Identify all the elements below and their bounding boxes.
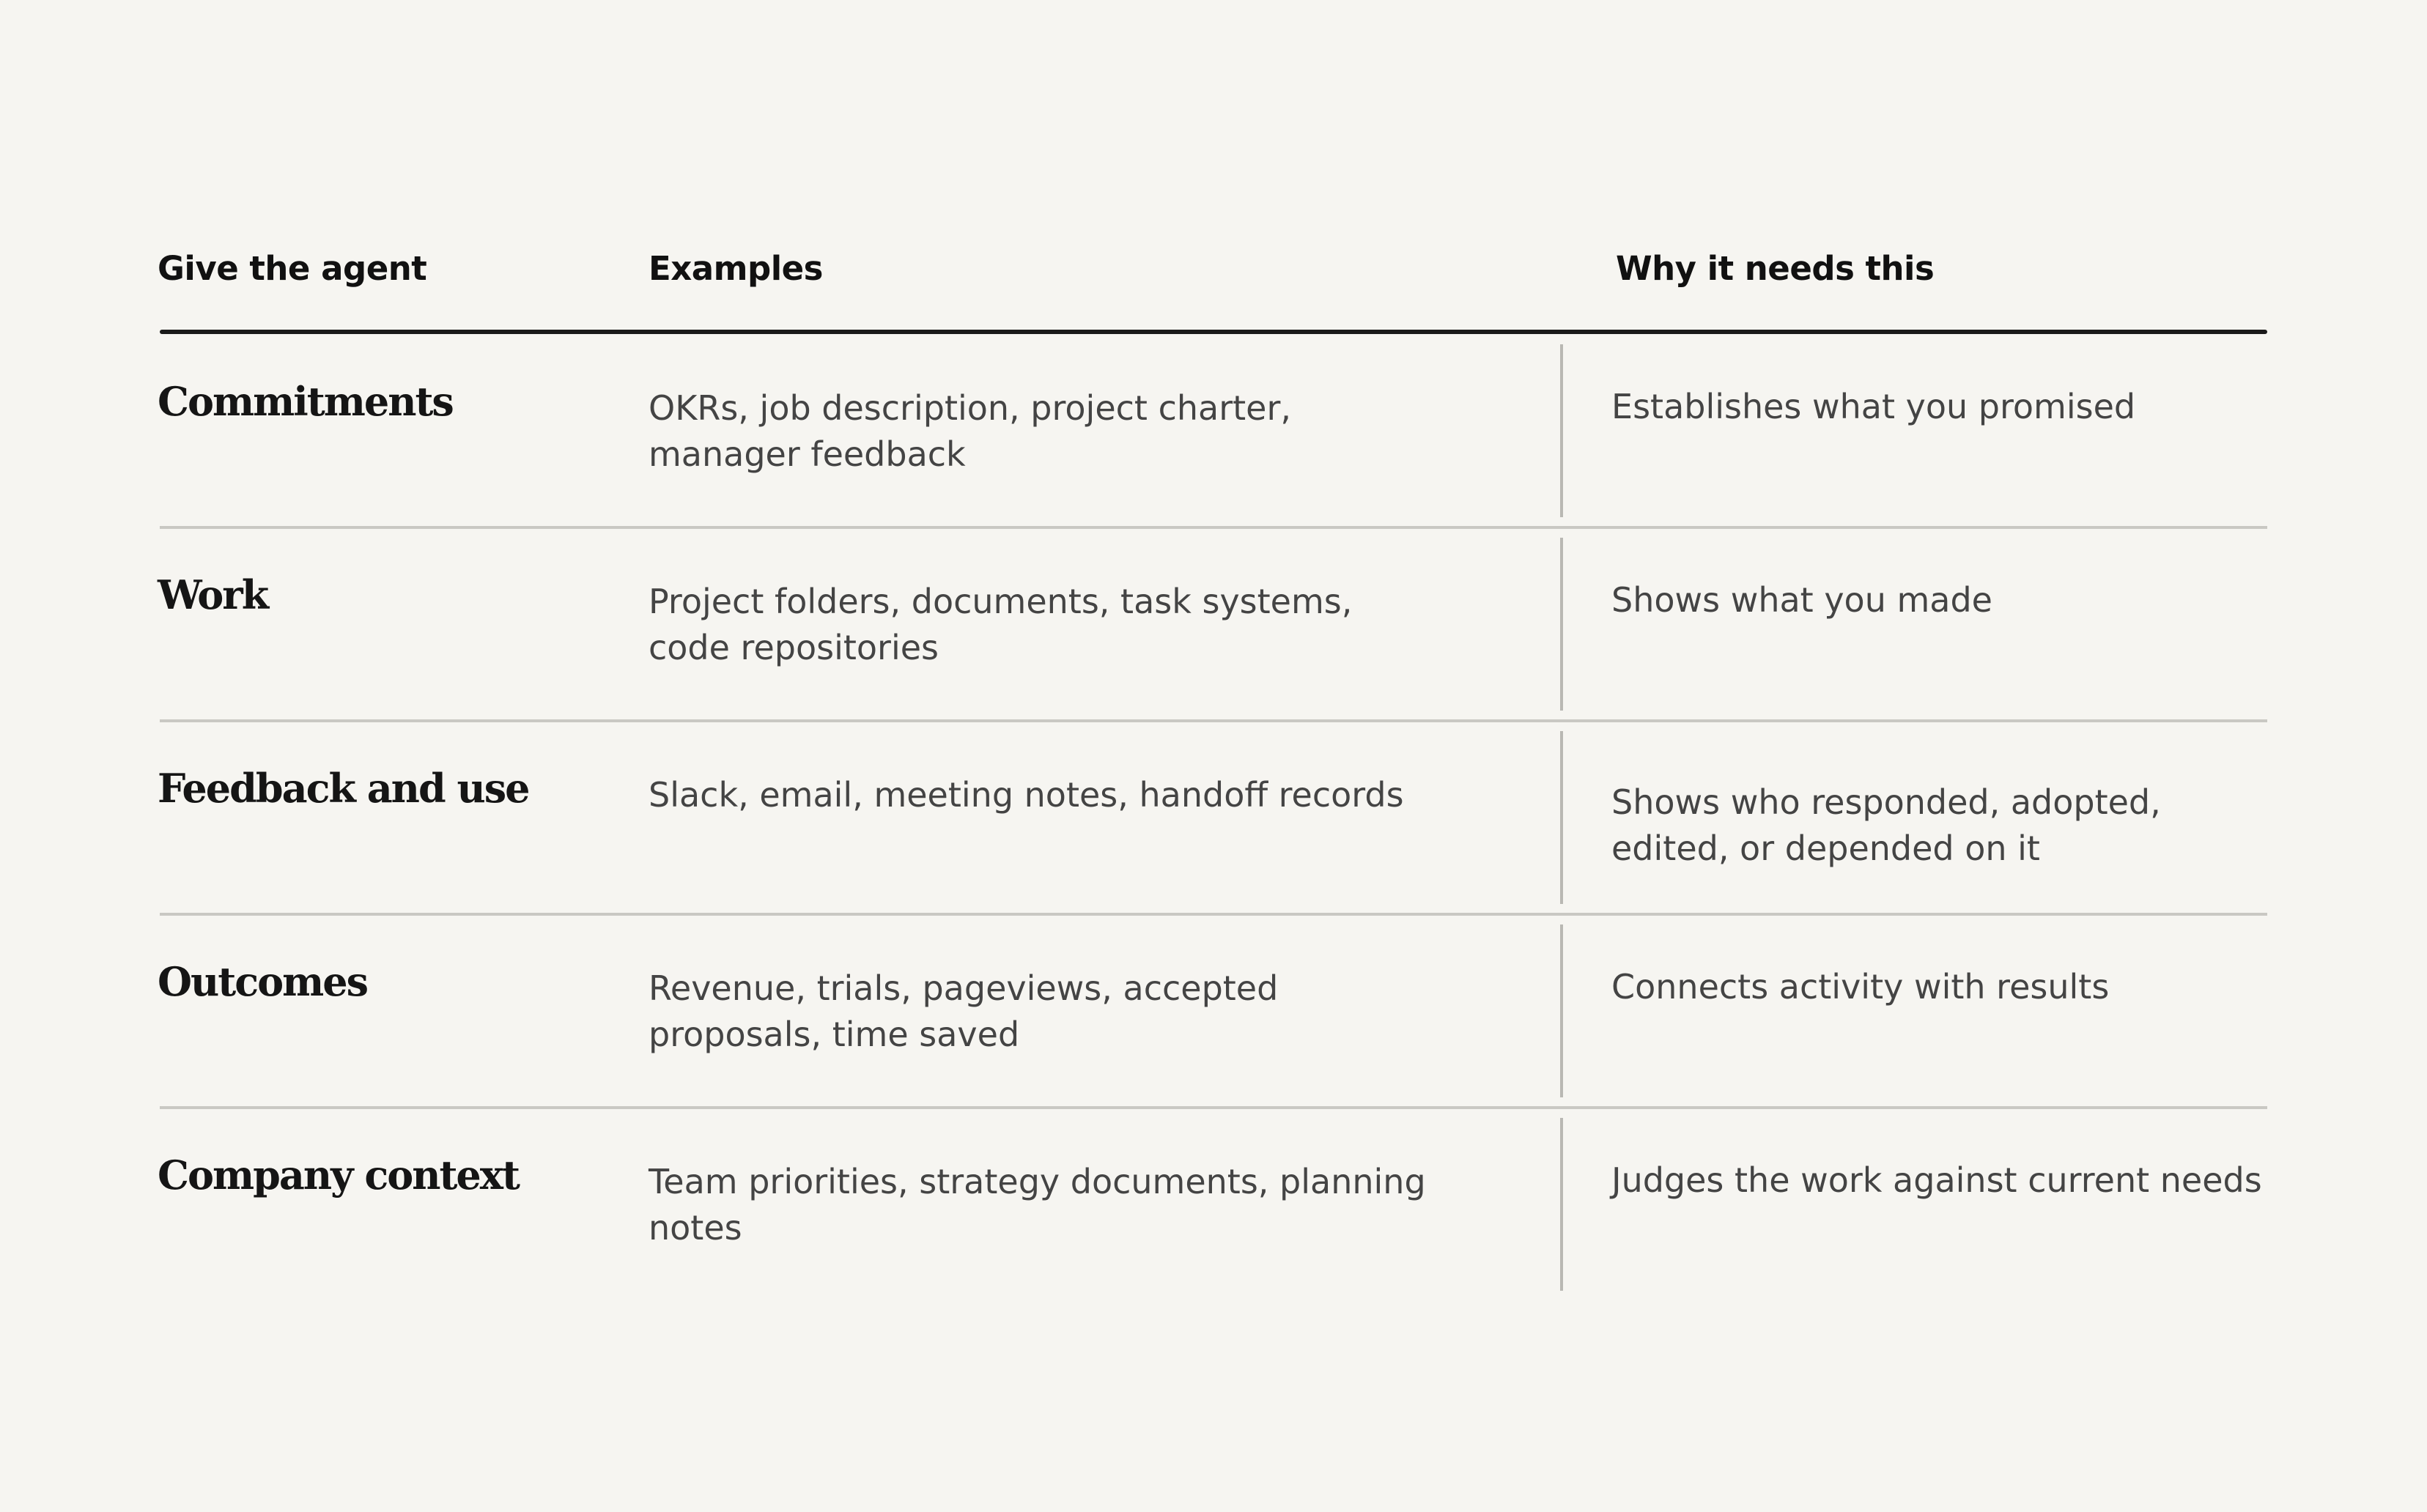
examples-cell: Revenue, trials, pageviews, accepted pro… — [649, 968, 1279, 1054]
column-header: Examples — [649, 249, 823, 288]
row-label: Work — [158, 571, 269, 618]
column-divider — [1560, 538, 1563, 711]
row-label: Commitments — [158, 378, 454, 425]
why-cell: Connects activity with results — [1611, 967, 2110, 1007]
row-divider — [160, 526, 2267, 529]
examples-cell: Project folders, documents, task systems… — [649, 582, 1353, 667]
column-header: Give the agent — [158, 249, 427, 288]
column-divider — [1560, 924, 1563, 1097]
column-divider — [1560, 344, 1563, 517]
why-cell: Establishes what you promised — [1611, 387, 2136, 426]
row-label: Outcomes — [158, 958, 369, 1005]
row-divider — [160, 913, 2267, 916]
why-cell: Shows what you made — [1611, 580, 1992, 620]
row-label: Company context — [158, 1152, 520, 1198]
examples-cell: Slack, email, meeting notes, handoff rec… — [649, 775, 1404, 815]
why-cell: Judges the work against current needs — [1611, 1160, 2262, 1200]
examples-cell: OKRs, job description, project charter, … — [649, 388, 1291, 474]
column-header: Why it needs this — [1616, 249, 1935, 288]
row-label: Feedback and use — [158, 765, 531, 812]
header-rule — [160, 330, 2267, 334]
column-divider — [1560, 1118, 1563, 1291]
examples-cell: Team priorities, strategy documents, pla… — [649, 1162, 1426, 1248]
row-divider — [160, 1106, 2267, 1109]
column-divider — [1560, 731, 1563, 904]
row-divider — [160, 719, 2267, 722]
why-cell: Shows who responded, adopted, edited, or… — [1611, 782, 2161, 868]
